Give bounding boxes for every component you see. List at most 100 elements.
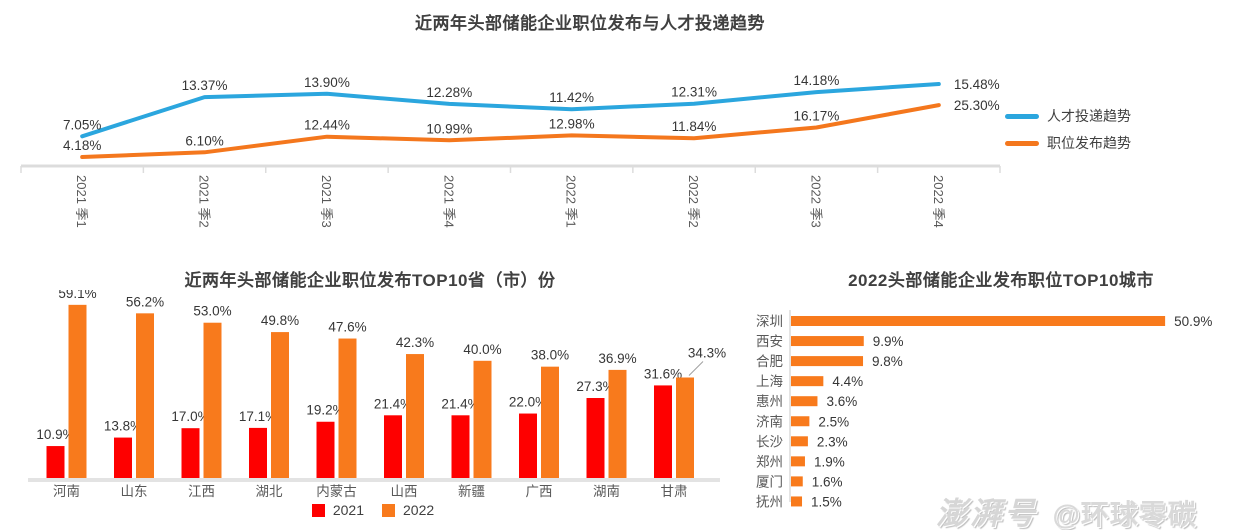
- legend-item-2021: 2021: [311, 502, 364, 518]
- bar-value-label: 53.0%: [193, 304, 231, 319]
- bar-value-label: 13.8%: [104, 419, 142, 434]
- x-axis-label: 2022 季1: [564, 175, 579, 228]
- bar-value-label: 36.9%: [598, 351, 636, 366]
- bar-category-label: 山东: [121, 484, 148, 499]
- position-line-swatch: [1005, 140, 1039, 146]
- province-bar-chart: 河南 10.9% 59.1% 山东 13.8% 56.2% 江西 17.0% 53.0% 湖北 17…: [28, 290, 726, 499]
- bar-value-label: 59.1%: [58, 290, 96, 301]
- bar-category-label: 湖北: [256, 484, 283, 499]
- x-axis-label: 2022 季2: [686, 175, 701, 228]
- x-axis-label: 2021 季4: [441, 175, 456, 228]
- bar-category-label: 广西: [526, 484, 553, 499]
- bar-value-label: 21.4%: [374, 396, 412, 411]
- hbar-category-label: 西安: [756, 334, 783, 349]
- bar-value-label: 42.3%: [396, 335, 434, 350]
- bar-value-label: 47.6%: [328, 320, 366, 335]
- bar-value-label: 40.0%: [463, 342, 501, 357]
- hbar-value-label: 9.9%: [873, 334, 904, 349]
- x-axis-label: 2021 季1: [74, 175, 89, 228]
- bar-value-label: 56.2%: [126, 294, 164, 309]
- bar-2022: [136, 313, 154, 478]
- line-chart-title: 近两年头部储能企业职位发布与人才投递趋势: [415, 14, 765, 33]
- line-value-label: 15.48%: [954, 77, 1000, 92]
- bar-category-label: 山西: [391, 484, 418, 499]
- hbar: [791, 376, 824, 387]
- legend-item-talent: 人才投递趋势: [1005, 106, 1131, 126]
- trend-line-0: [80, 82, 941, 139]
- bar-value-label: 22.0%: [509, 395, 547, 410]
- pengpai-logo: 澎湃号: [936, 496, 1038, 530]
- trend-line-1: [80, 103, 941, 159]
- line-value-label: 6.10%: [185, 133, 223, 148]
- hbar-category-label: 长沙: [756, 434, 783, 449]
- legend-item-position: 职位发布趋势: [1005, 133, 1131, 153]
- line-value-label: 12.28%: [426, 85, 472, 100]
- legend-item-2022: 2022: [382, 502, 434, 518]
- hbar-category-label: 深圳: [756, 314, 783, 329]
- bar-chart-legend: 2021 2022: [268, 502, 478, 518]
- hbar: [791, 336, 864, 347]
- bar-value-label: 10.9%: [36, 427, 74, 442]
- line-value-label: 11.84%: [672, 119, 717, 134]
- city-hbar-chart-title: 2022头部储能企业发布职位TOP10城市: [848, 271, 1154, 290]
- hbar-category-label: 抚州: [756, 494, 783, 509]
- bar-category-label: 湖南: [593, 484, 620, 499]
- bar-value-label: 17.0%: [171, 409, 209, 424]
- bar-value-label: 34.3%: [688, 346, 726, 361]
- hbar: [791, 476, 803, 487]
- hbar: [791, 356, 864, 367]
- line-value-label: 12.44%: [304, 118, 350, 133]
- legend-label-2022: 2022: [403, 502, 435, 518]
- watermark-account: @环球零碳: [1052, 499, 1197, 530]
- line-value-label: 13.90%: [304, 75, 350, 90]
- bar-2022: [203, 322, 222, 478]
- bar-2022: [473, 360, 492, 478]
- hbar-value-label: 1.9%: [814, 454, 845, 469]
- hbar-category-label: 郑州: [756, 454, 783, 469]
- watermark: 澎湃号 @环球零碳: [936, 488, 1197, 530]
- bar-value-label: 19.2%: [306, 403, 344, 418]
- legend-label-2021: 2021: [332, 502, 364, 518]
- bar-2021-swatch: [311, 503, 325, 517]
- x-axis-label: 2021 季2: [197, 175, 212, 228]
- bar-2022: [271, 332, 289, 478]
- hbar: [791, 396, 818, 407]
- hbar-value-label: 9.8%: [872, 354, 903, 369]
- line-value-label: 16.17%: [794, 109, 840, 124]
- hbar: [791, 416, 810, 427]
- hbar: [791, 316, 1166, 326]
- bar-2022-swatch: [382, 503, 395, 517]
- hbar-value-label: 1.6%: [812, 474, 843, 489]
- hbar: [791, 436, 808, 447]
- hbar-category-label: 济南: [756, 414, 783, 429]
- line-value-label: 13.37%: [182, 78, 228, 93]
- bar-value-label: 38.0%: [531, 348, 569, 363]
- line-value-label: 25.30%: [954, 98, 1000, 113]
- hbar: [791, 456, 805, 467]
- bar-2022: [68, 304, 87, 478]
- bar-value-label: 17.1%: [239, 409, 277, 424]
- hbar-category-label: 厦门: [756, 474, 783, 489]
- bar-2022: [608, 369, 627, 478]
- bar-2022: [676, 377, 694, 478]
- line-chart: 2021 季1 2021 季2 2021 季3 2021 季4 2022 季1 2022 …: [20, 73, 1001, 228]
- bar-value-label: 31.6%: [644, 366, 682, 381]
- legend-label-position: 职位发布趋势: [1047, 135, 1131, 151]
- line-value-label: 10.99%: [426, 121, 472, 136]
- hbar-value-label: 50.9%: [1174, 314, 1212, 329]
- baseline: [28, 478, 720, 482]
- bar-category-label: 新疆: [458, 484, 485, 499]
- label-leader-line: [688, 361, 704, 376]
- hbar-value-label: 1.5%: [811, 494, 842, 509]
- line-value-label: 12.31%: [671, 85, 717, 100]
- line-value-label: 12.98%: [549, 116, 595, 131]
- x-axis-label: 2022 季3: [808, 175, 823, 228]
- hbar-value-label: 2.3%: [817, 434, 848, 449]
- bar-category-label: 甘肃: [661, 484, 688, 499]
- city-hbar-chart: 深圳 50.9% 西安 9.9% 合肥 9.8% 上海 4.4% 惠州 3.6% 济南 2.5% 长沙 2…: [756, 310, 1212, 509]
- bar-2021: [46, 446, 65, 478]
- line-chart-legend: 人才投递趋势 职位发布趋势: [1005, 106, 1131, 153]
- bar-2021: [114, 437, 132, 478]
- bar-value-label: 49.8%: [261, 313, 299, 328]
